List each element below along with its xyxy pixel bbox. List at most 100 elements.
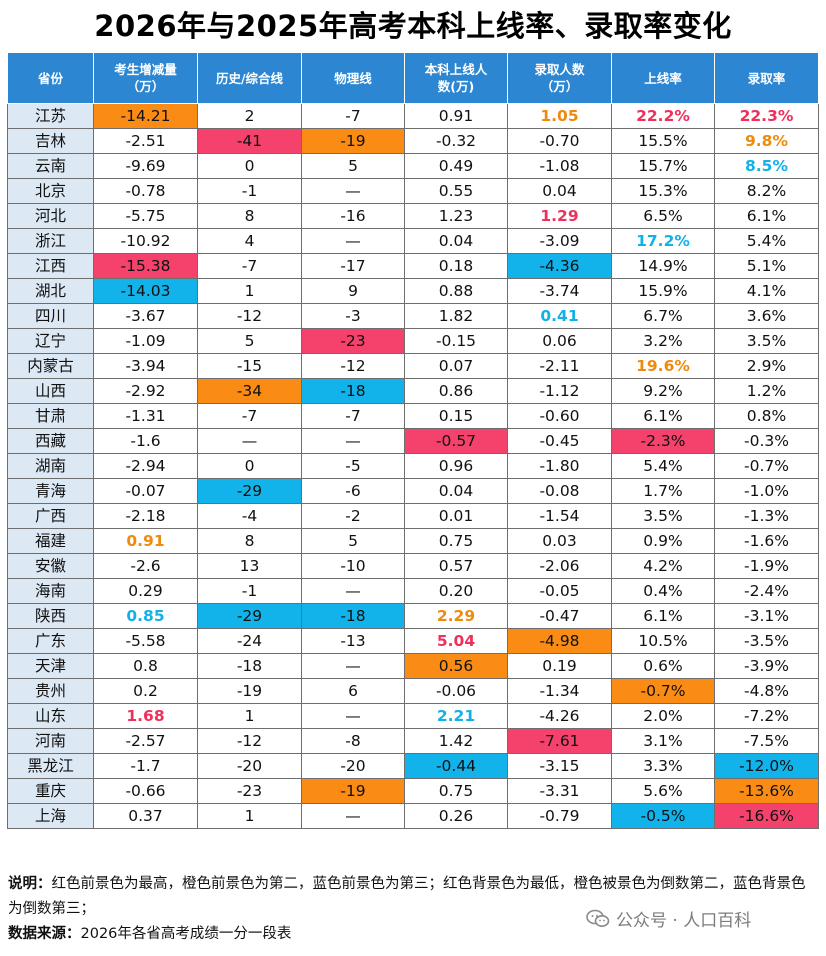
explanation-note: 说明：红色前景色为最高，橙色前景色为第二，蓝色前景色为第三；红色背景色为最低，橙… [8,872,818,922]
cell-undergrad-qualified: 0.15 [404,403,508,429]
explanation-text: 红色前景色为最高，橙色前景色为第二，蓝色前景色为第三；红色背景色为最低，橙色被景… [8,876,806,917]
cell-undergrad-qualified: -0.06 [404,678,508,704]
cell-undergrad-qualified: 0.20 [404,578,508,604]
cell-admit-rate: 5.4% [714,228,819,254]
cell-admit-rate: -1.6% [714,528,819,554]
cell-examinee-change: -2.51 [93,128,198,154]
cell-undergrad-qualified: 1.23 [404,203,508,229]
cell-qualify-rate: 0.9% [611,528,715,554]
watermark: 公众号 · 人口百科 [586,906,751,931]
footnotes: 说明：红色前景色为最高，橙色前景色为第二，蓝色前景色为第三；红色背景色为最低，橙… [8,872,818,947]
cell-undergrad-qualified: 2.29 [404,603,508,629]
cell-province: 广东 [7,628,94,654]
cell-qualify-rate: 15.7% [611,153,715,179]
cell-physics-line: 5 [301,153,405,179]
cell-province: 山东 [7,703,94,729]
cell-history-line: -29 [197,478,302,504]
cell-province: 黑龙江 [7,753,94,779]
cell-history-line: 13 [197,553,302,579]
cell-admit-rate: -1.9% [714,553,819,579]
cell-admit-rate: -0.7% [714,453,819,479]
cell-examinee-change: -2.92 [93,378,198,404]
cell-history-line: -24 [197,628,302,654]
cell-qualify-rate: 14.9% [611,253,715,279]
cell-admit-rate: 8.5% [714,153,819,179]
cell-admit-rate: -7.5% [714,728,819,754]
cell-province: 甘肃 [7,403,94,429]
cell-history-line: -15 [197,353,302,379]
table-row: 浙江 -10.92 4—0.04 -3.09 17.2% 5.4% [7,228,819,254]
cell-province: 西藏 [7,428,94,454]
cell-history-line: -19 [197,678,302,704]
cell-physics-line: 9 [301,278,405,304]
cell-admitted: 0.06 [507,328,612,354]
cell-history-line: 1 [197,278,302,304]
cell-admitted: -0.45 [507,428,612,454]
cell-physics-line: -19 [301,128,405,154]
cell-qualify-rate: 9.2% [611,378,715,404]
cell-physics-line: -20 [301,753,405,779]
table-row: 重庆 -0.66 -23 -19 0.75 -3.31 5.6% -13.6% [7,778,819,804]
cell-examinee-change: -0.07 [93,478,198,504]
cell-admitted: -2.06 [507,553,612,579]
cell-history-line: 4 [197,228,302,254]
cell-history-line: -29 [197,603,302,629]
table-row: 山东 1.68 1—2.21 -4.26 2.0% -7.2% [7,703,819,729]
cell-admit-rate: -3.5% [714,628,819,654]
cell-examinee-change: -1.7 [93,753,198,779]
cell-examinee-change: 0.91 [93,528,198,554]
cell-examinee-change: 0.85 [93,603,198,629]
wechat-icon [586,909,610,929]
cell-admit-rate: -12.0% [714,753,819,779]
table-row: 湖北 -14.03 1 9 0.88 -3.74 15.9% 4.1% [7,278,819,304]
cell-qualify-rate: 4.2% [611,553,715,579]
cell-admit-rate: -2.4% [714,578,819,604]
cell-history-line: 1 [197,803,302,829]
cell-undergrad-qualified: 0.18 [404,253,508,279]
cell-qualify-rate: 2.0% [611,703,715,729]
cell-province: 山西 [7,378,94,404]
cell-history-line: 2 [197,103,302,129]
table-row: 上海 0.37 1—0.26 -0.79 -0.5% -16.6% [7,803,819,829]
cell-admitted: 0.41 [507,303,612,329]
header-admitted: 录取人数 （万） [507,52,612,104]
cell-province: 安徽 [7,553,94,579]
cell-qualify-rate: 22.2% [611,103,715,129]
cell-admit-rate: 0.8% [714,403,819,429]
cell-admit-rate: 9.8% [714,128,819,154]
cell-physics-line: -18 [301,603,405,629]
cell-admitted: -2.11 [507,353,612,379]
cell-admit-rate: 1.2% [714,378,819,404]
cell-qualify-rate: 15.5% [611,128,715,154]
header-history-line: 历史/综合线 [197,52,302,104]
table-row: 湖南 -2.94 0 -5 0.96 -1.80 5.4% -0.7% [7,453,819,479]
cell-undergrad-qualified: 0.57 [404,553,508,579]
cell-examinee-change: 0.2 [93,678,198,704]
cell-examinee-change: 0.29 [93,578,198,604]
cell-undergrad-qualified: 0.26 [404,803,508,829]
cell-admitted: 1.05 [507,103,612,129]
header-province: 省份 [7,52,94,104]
cell-qualify-rate: 10.5% [611,628,715,654]
cell-qualify-rate: 3.3% [611,753,715,779]
cell-qualify-rate: 3.1% [611,728,715,754]
cell-undergrad-qualified: 0.07 [404,353,508,379]
source-note: 数据来源：2026年各省高考成绩一分一段表 [8,922,818,947]
cell-undergrad-qualified: 2.21 [404,703,508,729]
cell-province: 北京 [7,178,94,204]
cell-qualify-rate: 6.1% [611,603,715,629]
cell-undergrad-qualified: 0.04 [404,478,508,504]
cell-history-line: 0 [197,153,302,179]
cell-province: 天津 [7,653,94,679]
cell-physics-line: — [301,703,405,729]
cell-history-line: -7 [197,403,302,429]
table-row: 贵州 0.2 -19 6 -0.06 -1.34 -0.7% -4.8% [7,678,819,704]
cell-history-line: 8 [197,528,302,554]
cell-undergrad-qualified: 0.75 [404,528,508,554]
cell-undergrad-qualified: 0.04 [404,228,508,254]
cell-qualify-rate: 3.5% [611,503,715,529]
cell-physics-line: -19 [301,778,405,804]
cell-admitted: 0.04 [507,178,612,204]
cell-physics-line: 6 [301,678,405,704]
cell-undergrad-qualified: -0.15 [404,328,508,354]
